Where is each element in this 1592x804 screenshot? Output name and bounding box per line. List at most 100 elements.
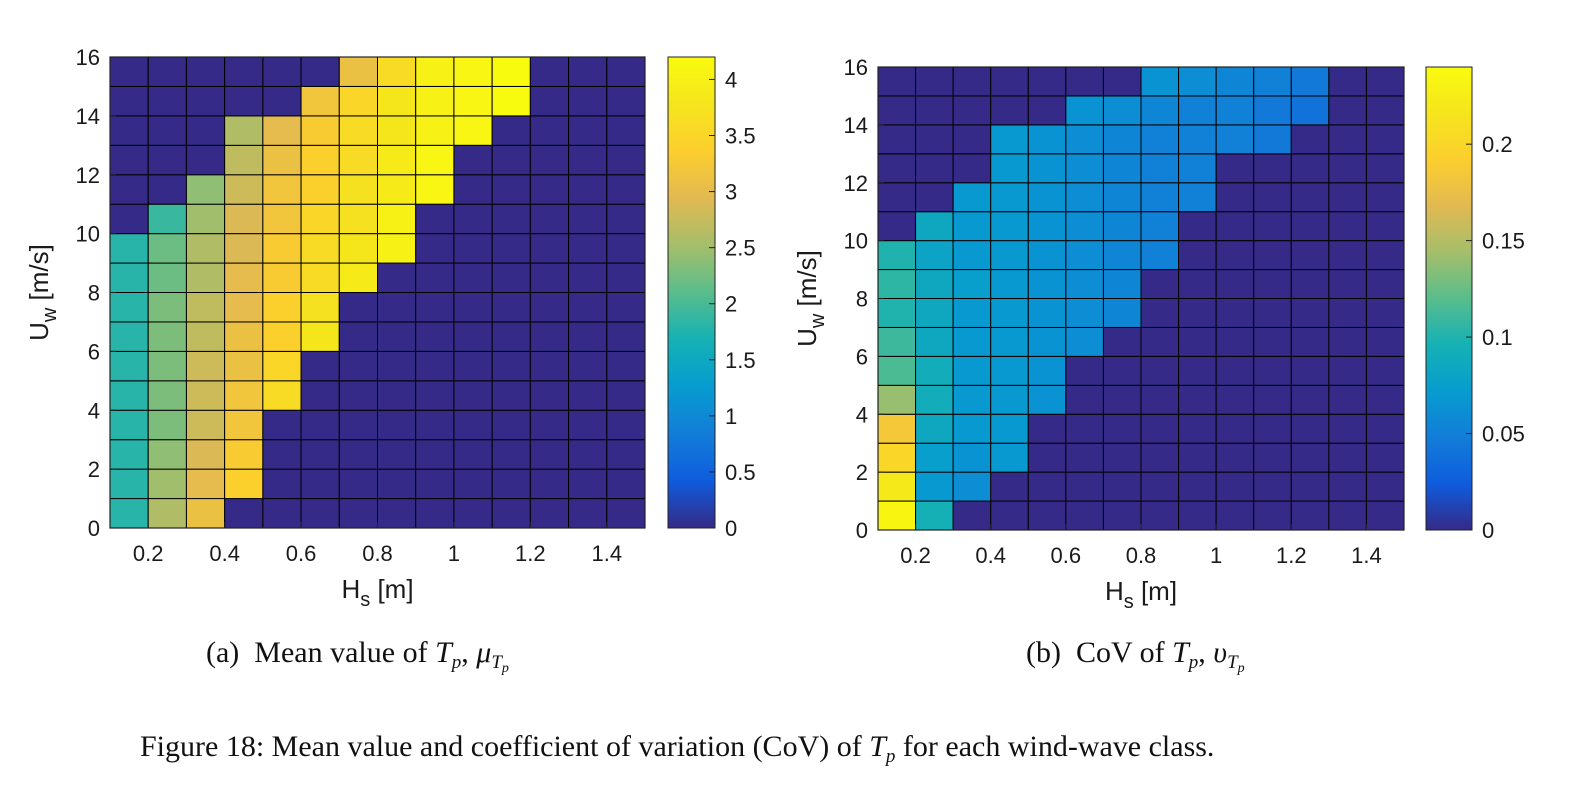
heatmap-cell-r8-c2	[185, 262, 226, 293]
heatmap-cell-r10-c1	[147, 203, 187, 235]
heatmap-cell-r6-c11	[529, 321, 570, 352]
heatmap-cell-r0-c11	[1290, 500, 1330, 531]
subcaption-b-symbol: υ	[1213, 636, 1228, 669]
x-tick-label-0-2: 0.2	[133, 541, 164, 566]
heatmap-cell-r15-c5	[1065, 66, 1104, 97]
heatmap-cell-r13-c9	[453, 115, 493, 146]
heatmap-cell-r11-c1	[915, 182, 954, 213]
colorbar-tick-label-0-5: 0.5	[725, 460, 756, 485]
heatmap-cell-r6-c7	[377, 321, 417, 352]
y-tick-label-14: 14	[844, 113, 868, 138]
heatmap-cell-r1-c3	[990, 471, 1029, 502]
heatmap-cell-r0-c3	[224, 498, 264, 529]
heatmap-cell-r15-c1	[915, 66, 954, 97]
heatmap-cell-r4-c9	[1215, 384, 1255, 415]
heatmap-cell-r6-c7	[1140, 326, 1180, 357]
heatmap-cell-r11-c12	[568, 174, 608, 205]
heatmap-cell-r0-c0	[109, 498, 149, 529]
heatmap-cell-r12-c11	[1290, 153, 1330, 184]
heatmap-cell-r10-c4	[1027, 211, 1067, 242]
heatmap-cell-r10-c3	[990, 211, 1029, 242]
heatmap-cell-r11-c9	[453, 174, 493, 205]
heatmap-cell-r1-c6	[338, 468, 378, 500]
y-tick-label-8: 8	[856, 287, 868, 312]
heatmap-cell-r0-c4	[1027, 500, 1067, 531]
heatmap-cell-r0-c3	[990, 500, 1029, 531]
heatmap-cell-r4-c2	[185, 380, 226, 411]
heatmap-cell-r0-c10	[1253, 500, 1292, 531]
heatmap-cell-r13-c2	[185, 115, 226, 146]
heatmap-cell-r11-c8	[1178, 182, 1217, 213]
heatmap-cell-r1-c8	[415, 468, 455, 500]
heatmap-cell-r6-c11	[1290, 326, 1330, 357]
heatmap-cell-r0-c9	[453, 498, 493, 529]
heatmap-cell-r12-c4	[1027, 153, 1067, 184]
heatmap-cell-r1-c13	[606, 468, 646, 500]
heatmap-cell-r1-c7	[377, 468, 417, 500]
heatmap-cell-r0-c7	[1140, 500, 1180, 531]
heatmap-cell-r2-c13	[606, 439, 646, 470]
heatmap-cell-r4-c8	[415, 380, 455, 411]
heatmap-cell-r7-c2	[185, 292, 226, 323]
heatmap-cov-tp: 0.2 0.4 0.6 0.8 1 1.2 1.4 0 2 4 6 8 10 12 14 16 Hs [m] Uw…	[792, 55, 1525, 613]
heatmap-cell-r10-c1	[915, 211, 954, 242]
heatmap-cell-r8-c8	[1178, 269, 1217, 299]
heatmap-cell-r8-c12	[568, 262, 608, 293]
subcaption-b: (b) CoV of Tp, υTp	[1026, 636, 1245, 676]
figure-caption-prefix: Figure 18: Mean value and coefficient of…	[140, 730, 862, 763]
heatmap-cell-r15-c11	[529, 56, 570, 87]
heatmap-cell-r10-c8	[1178, 211, 1217, 242]
heatmap-cell-r6-c4	[1027, 326, 1067, 357]
heatmap-cell-r13-c0	[877, 124, 917, 155]
heatmap-cell-r0-c6	[1102, 500, 1142, 531]
colorbar-tick-label-1: 1	[725, 404, 737, 429]
heatmap-cell-r3-c8	[415, 409, 455, 441]
heatmap-cell-r5-c7	[1140, 355, 1180, 386]
heatmap-cell-r7-c3	[224, 292, 264, 323]
heatmap-cell-r1-c12	[568, 468, 608, 500]
heatmap-cell-r10-c5	[1065, 211, 1104, 242]
heatmap-cell-r14-c3	[224, 85, 264, 117]
heatmap-cell-r10-c9	[453, 203, 493, 235]
heatmap-cell-r9-c1	[147, 233, 187, 264]
heatmap-cell-r6-c12	[1328, 326, 1367, 357]
heatmap-cell-r7-c12	[1328, 298, 1367, 328]
heatmap-cell-r4-c11	[529, 380, 570, 411]
heatmap-cell-r9-c8	[415, 233, 455, 264]
colorbar-tick-label-3-5: 3.5	[725, 124, 756, 149]
y-axis-label: Uw [m/s]	[24, 244, 61, 341]
heatmap-cell-r4-c3	[990, 384, 1029, 415]
colorbar	[1425, 66, 1473, 531]
heatmap-cell-r0-c10	[491, 498, 531, 529]
heatmap-cell-r13-c2	[952, 124, 992, 155]
heatmap-cell-r13-c10	[491, 115, 531, 146]
heatmap-cell-r10-c13	[1365, 211, 1405, 242]
heatmap-cell-r2-c6	[1102, 442, 1142, 473]
heatmap-cell-r12-c8	[415, 144, 455, 176]
heatmap-cell-r0-c5	[300, 498, 340, 529]
heatmap-cell-r10-c2	[185, 203, 226, 235]
heatmap-cell-r13-c7	[1140, 124, 1180, 155]
heatmap-cell-r15-c13	[606, 56, 646, 87]
heatmap-cell-r13-c1	[147, 115, 187, 146]
heatmap-cell-r12-c0	[109, 144, 149, 176]
heatmap-cell-r2-c12	[568, 439, 608, 470]
heatmap-cell-r14-c2	[185, 85, 226, 117]
heatmap-cell-r4-c12	[1328, 384, 1367, 415]
subcaption-a-symbol: μ	[476, 636, 492, 669]
heatmap-cell-r15-c9	[453, 56, 493, 87]
heatmap-cell-r12-c9	[453, 144, 493, 176]
heatmap-cell-r11-c13	[1365, 182, 1405, 213]
heatmap-cell-r9-c9	[453, 233, 493, 264]
heatmap-cell-r7-c12	[568, 292, 608, 323]
heatmap-cell-r6-c10	[1253, 326, 1292, 357]
heatmap-cell-r7-c4	[1027, 298, 1067, 328]
heatmap-cell-r14-c1	[147, 85, 187, 117]
heatmap-cell-r6-c13	[1365, 326, 1405, 357]
heatmap-cell-r10-c4	[262, 203, 302, 235]
heatmap-cell-r0-c1	[915, 500, 954, 531]
x-tick-label-1: 1	[448, 541, 460, 566]
heatmap-cell-r5-c8	[1178, 355, 1217, 386]
x-tick-label-0-4: 0.4	[975, 543, 1006, 568]
